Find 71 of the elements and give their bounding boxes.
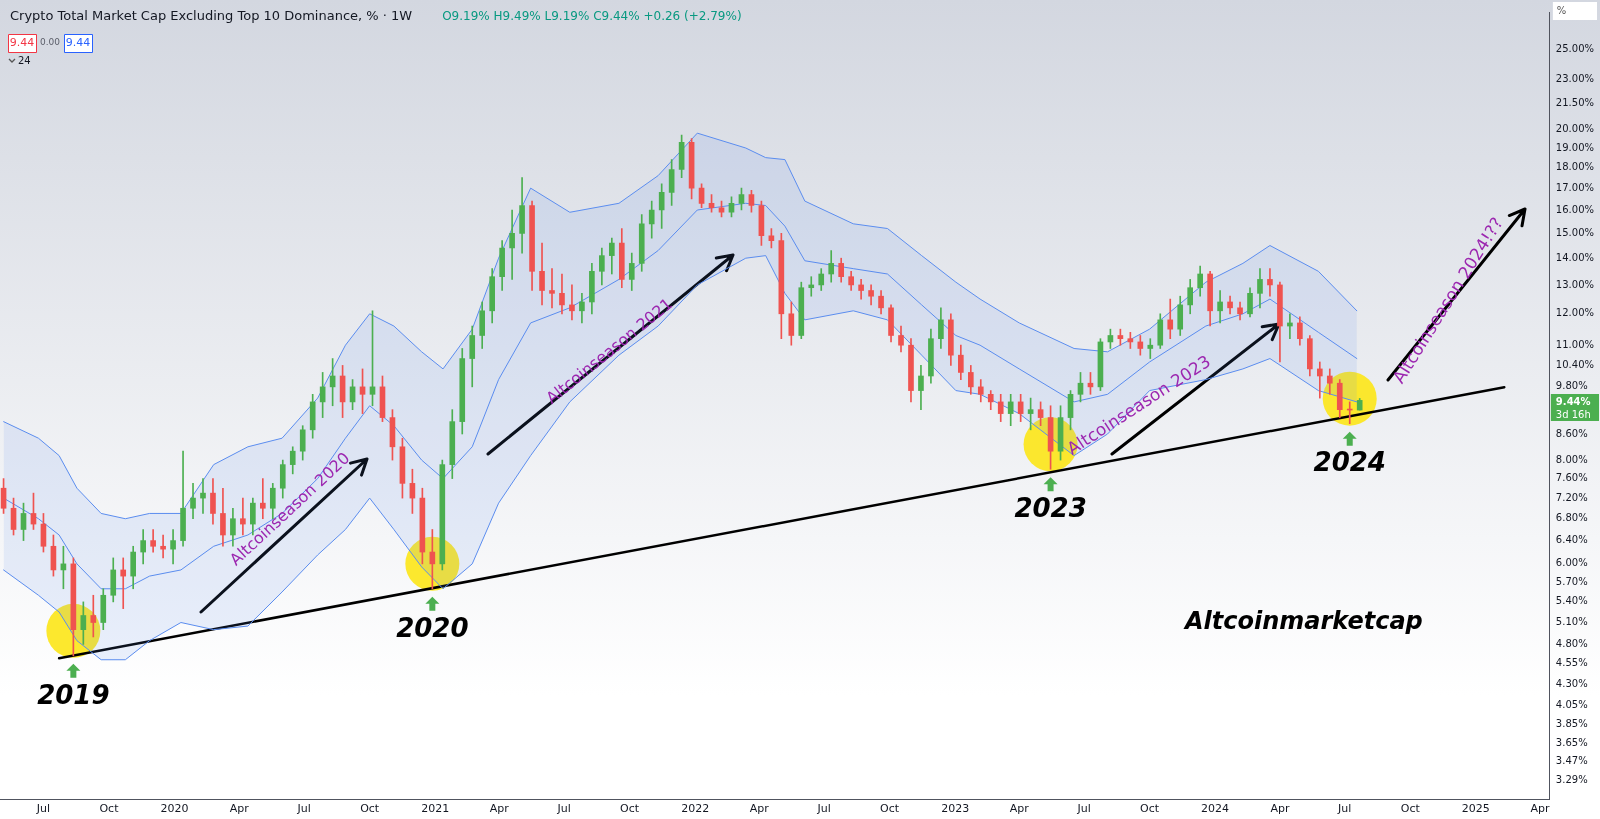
y-tick-label: 5.70% (1555, 575, 1588, 587)
annotation: O9.19% H9.49% L9.19% C9.44% +0.26 (+2.79%) (442, 9, 742, 24)
y-tick-label: 3.29% (1555, 774, 1588, 786)
y-tick-label: 8.00% (1555, 453, 1588, 465)
annotation: 2020 (396, 612, 469, 643)
y-tick-label: 5.10% (1555, 616, 1588, 628)
chart-title: Crypto Total Market Cap Excluding Top 10 Dominance, % · 1W (10, 8, 413, 24)
x-tick-label: Jul (35, 802, 51, 816)
y-tick-label: 19.00% (1555, 141, 1595, 153)
y-tick-label: 4.55% (1555, 657, 1588, 669)
x-tick-label: Apr (229, 802, 250, 816)
y-tick-label: 5.40% (1555, 595, 1588, 607)
y-axis-title: % (1556, 4, 1567, 16)
y-tick-label: 20.00% (1555, 123, 1595, 135)
x-tick-label: Apr (489, 802, 510, 816)
y-tick-label: 7.60% (1555, 472, 1588, 484)
y-tick-label: 14.00% (1555, 251, 1595, 263)
y-tick-label: 21.50% (1555, 97, 1595, 109)
y-tick-label: 17.00% (1555, 181, 1595, 193)
y-tick-label: 7.20% (1555, 491, 1588, 503)
x-tick-label: 2022 (681, 802, 710, 816)
annotation: Altcoinmarketcap (1183, 607, 1423, 636)
y-tick-label: 15.00% (1555, 226, 1595, 238)
annotation: 24 (18, 54, 31, 66)
x-tick-label: Jul (1337, 802, 1352, 816)
y-tick-label: 23.00% (1555, 72, 1595, 84)
x-tick-label: Jul (816, 802, 831, 816)
x-tick-label: Apr (1530, 802, 1550, 816)
annotation: 0.00 (39, 37, 61, 48)
text: 9.44% (1555, 395, 1591, 407)
y-tick-label: 3.47% (1555, 755, 1588, 767)
x-tick-label: Oct (1140, 802, 1160, 816)
y-tick-label: 13.00% (1555, 278, 1595, 290)
x-tick-label: 2020 (160, 802, 189, 816)
x-tick-label: Oct (360, 802, 380, 816)
x-tick-label: Jul (1076, 802, 1091, 816)
y-tick-label: 4.30% (1555, 677, 1588, 689)
x-tick-label: Jul (556, 802, 571, 816)
x-tick-label: 2021 (421, 802, 450, 816)
y-tick-label: 10.40% (1555, 359, 1595, 371)
y-tick-label: 4.05% (1555, 699, 1588, 711)
x-tick-label: Oct (880, 802, 900, 816)
y-tick-label: 3.85% (1555, 717, 1588, 729)
annotation: 2023 (1014, 492, 1087, 523)
annotation: 9.44 (9, 35, 35, 49)
text: 3d 16h (1555, 408, 1591, 420)
y-tick-label: 4.80% (1555, 637, 1588, 649)
y-tick-label: 6.80% (1555, 512, 1588, 524)
y-tick-label: 16.00% (1555, 203, 1595, 215)
x-tick-label: Apr (1270, 802, 1290, 816)
x-tick-label: Apr (1009, 802, 1030, 816)
y-tick-label: 9.80% (1555, 380, 1588, 392)
x-tick-label: 2024 (1201, 802, 1230, 816)
y-tick-label: 25.00% (1555, 42, 1595, 54)
y-tick-label: 6.00% (1555, 557, 1588, 569)
annotation: 2019 (37, 679, 110, 710)
annotation: 9.44 (65, 35, 91, 49)
x-tick-label: Oct (1400, 802, 1421, 816)
y-tick-label: 18.00% (1555, 161, 1595, 173)
annotation: 2024 (1313, 447, 1386, 478)
x-tick-label: 2023 (941, 802, 970, 816)
y-tick-label: 6.40% (1555, 534, 1588, 546)
y-tick-label: 11.00% (1555, 338, 1595, 350)
x-tick-label: Apr (749, 802, 770, 816)
x-tick-label: 2025 (1461, 802, 1490, 816)
x-tick-label: Oct (620, 802, 640, 816)
y-tick-label: 12.00% (1555, 307, 1595, 319)
y-tick-label: 8.60% (1555, 427, 1588, 439)
x-tick-label: Oct (99, 802, 120, 816)
y-tick-label: 3.65% (1555, 736, 1588, 748)
x-tick-label: Jul (296, 802, 311, 816)
